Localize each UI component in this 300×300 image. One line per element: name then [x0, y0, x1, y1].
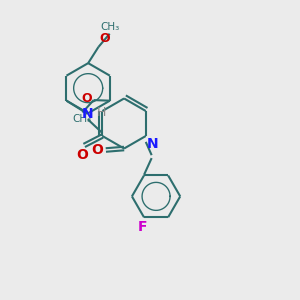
Text: O: O	[99, 32, 110, 45]
Text: CH₃: CH₃	[100, 22, 119, 32]
Text: O: O	[76, 148, 88, 162]
Text: N: N	[147, 137, 159, 152]
Text: O: O	[81, 92, 92, 105]
Text: CH₃: CH₃	[72, 114, 92, 124]
Text: O: O	[91, 143, 103, 157]
Text: N: N	[82, 107, 94, 121]
Text: F: F	[138, 220, 147, 234]
Text: H: H	[97, 106, 106, 119]
